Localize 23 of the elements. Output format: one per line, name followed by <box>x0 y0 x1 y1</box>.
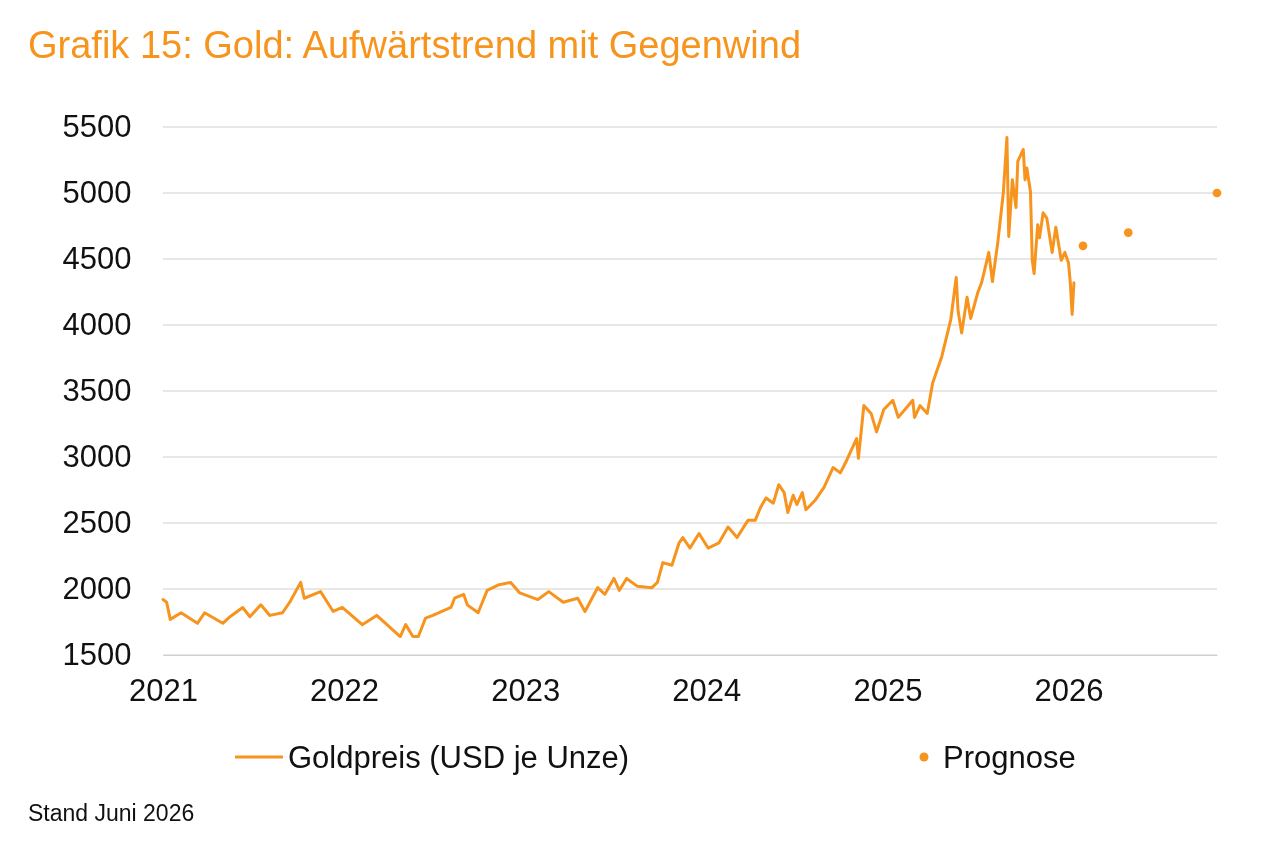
x-tick-label: 2023 <box>491 673 561 709</box>
x-tick-label: 2022 <box>310 673 380 709</box>
x-tick-label: 2025 <box>853 673 923 709</box>
y-tick-label: 2500 <box>62 505 132 541</box>
legend-label: Goldpreis (USD je Unze) <box>288 740 630 775</box>
chart-title: Grafik 15: Gold: Aufwärtstrend mit Gegenwind <box>28 24 802 66</box>
point <box>1123 228 1133 237</box>
y-tick-label: 3500 <box>62 373 132 409</box>
y-tick-label: 2000 <box>62 571 132 607</box>
point <box>1078 241 1088 251</box>
y-tick-label: 4500 <box>62 241 132 277</box>
y-tick-label: 3000 <box>62 439 132 475</box>
point <box>1212 188 1222 198</box>
x-tick-label: 2021 <box>129 673 198 709</box>
x-tick-label: 2026 <box>1034 673 1104 709</box>
text: Stand Juni 2026 <box>28 800 195 826</box>
y-tick-label: 1500 <box>62 637 132 673</box>
line-series <box>161 136 1076 639</box>
x-tick-label: 2024 <box>672 673 742 709</box>
y-tick-label: 4000 <box>62 307 132 343</box>
y-tick-label: 5000 <box>62 175 132 211</box>
y-tick-label: 5500 <box>62 109 132 145</box>
legend-label: Prognose <box>943 740 1076 775</box>
